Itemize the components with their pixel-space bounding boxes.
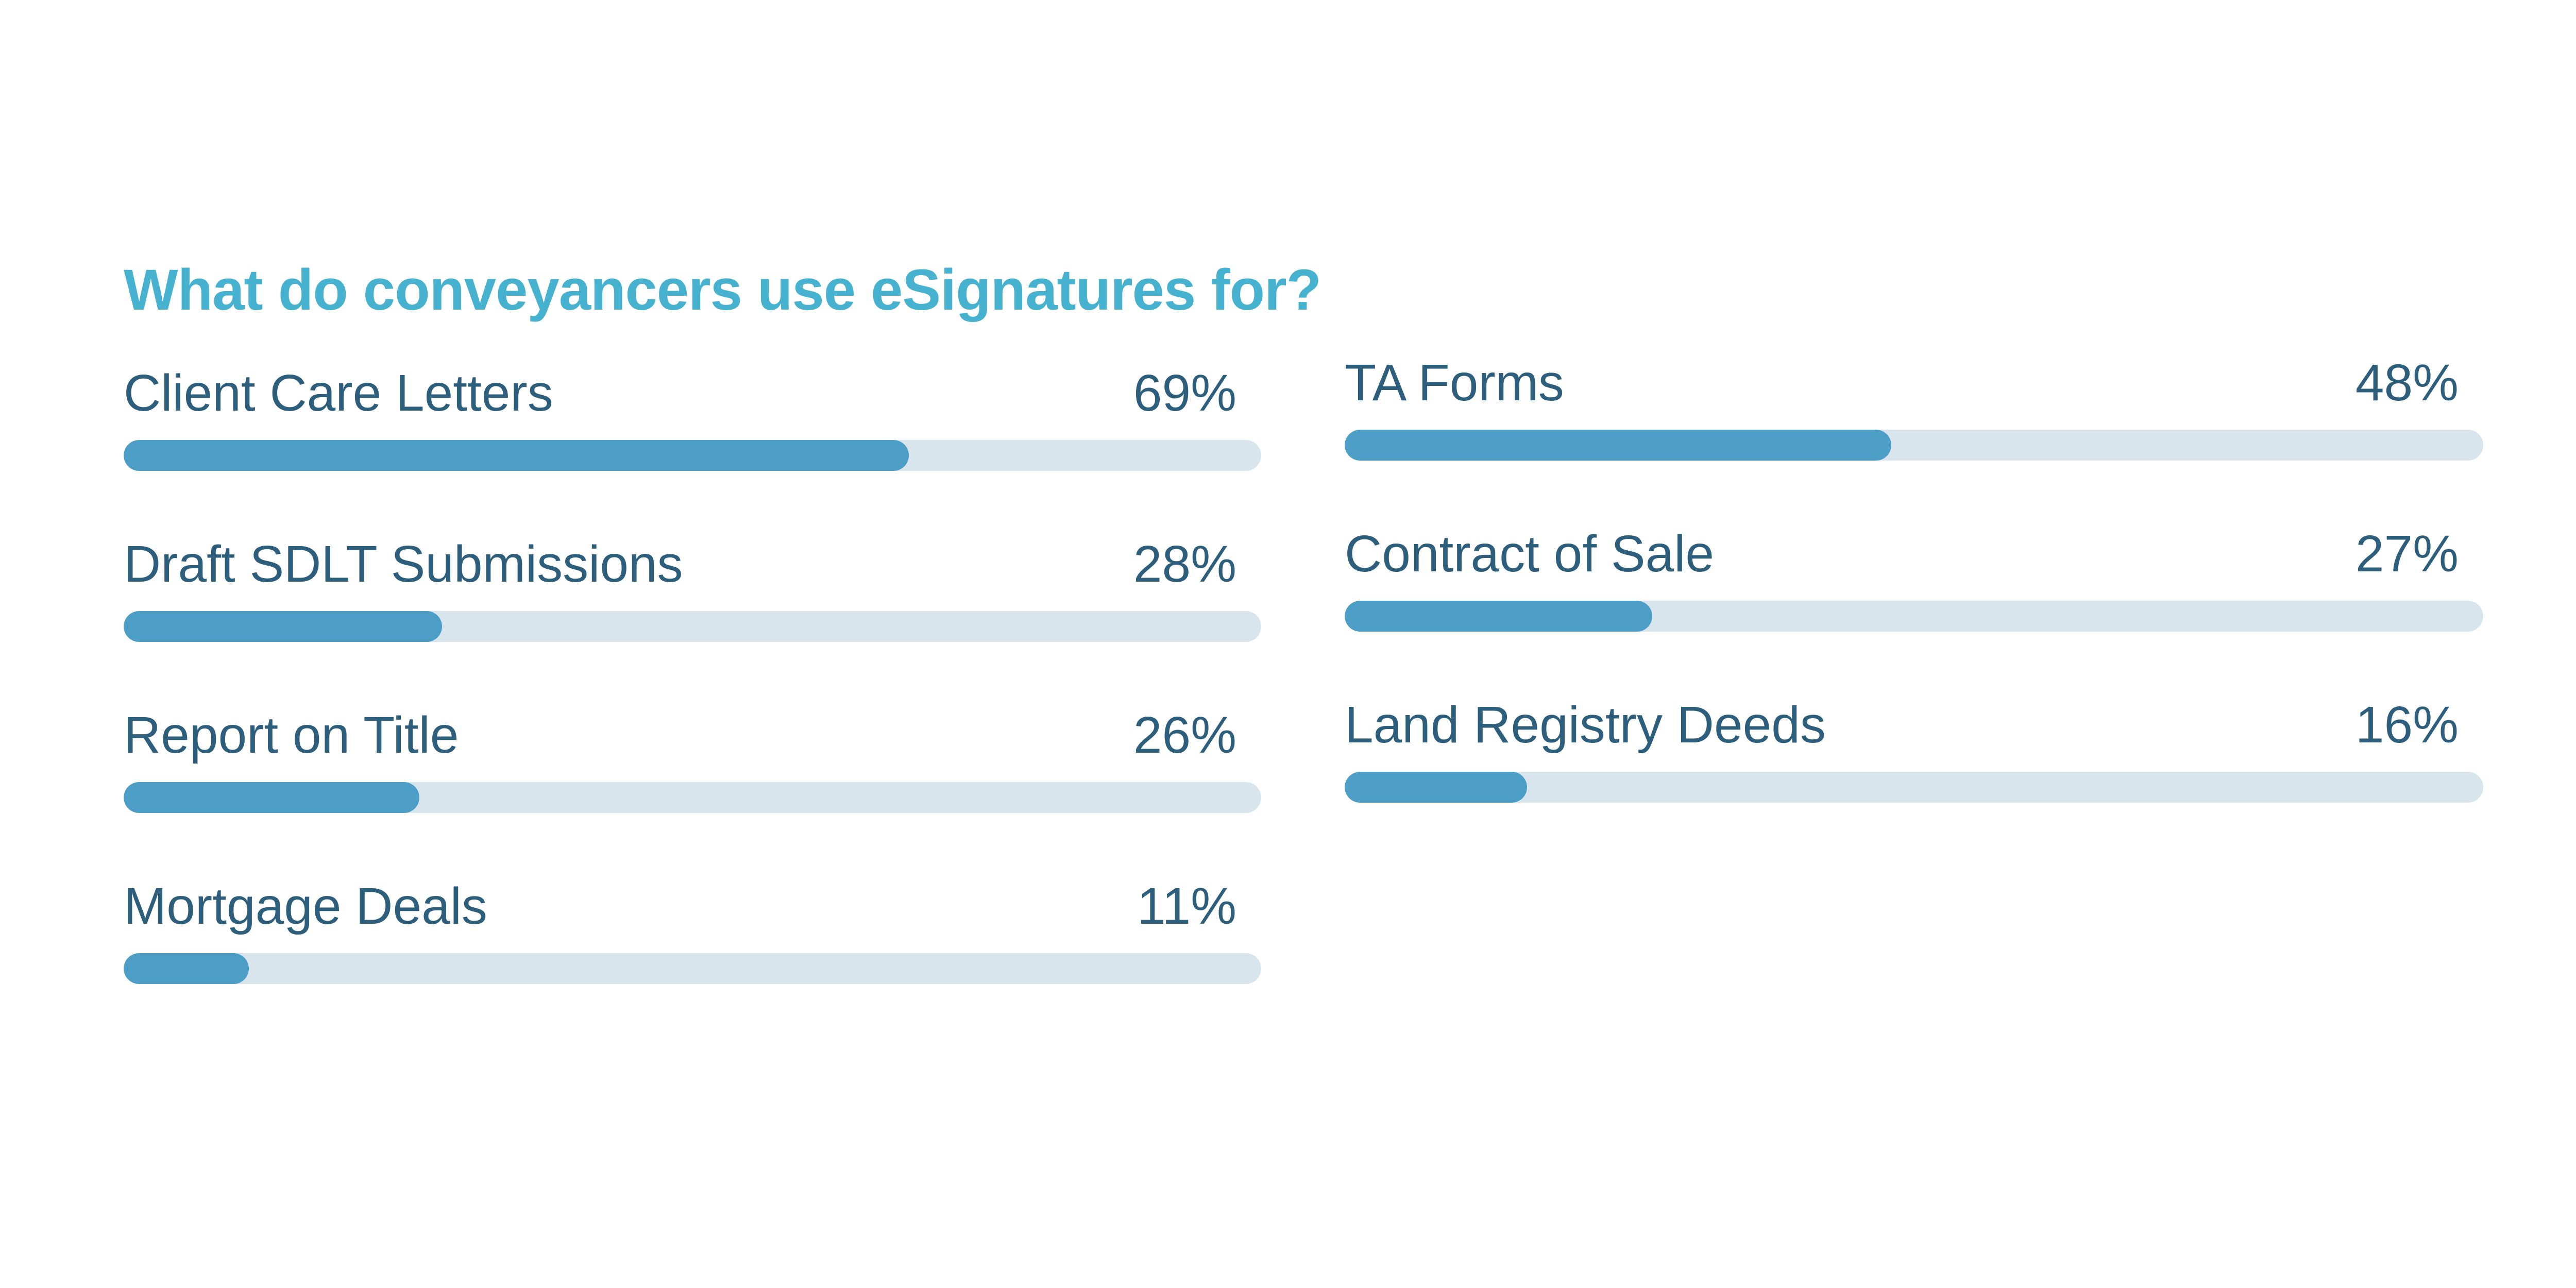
bar-track — [124, 611, 1261, 642]
bar-row: Contract of Sale 27% — [1345, 520, 2483, 632]
bar-label: TA Forms — [1345, 354, 1564, 412]
chart-title: What do conveyancers use eSignatures for… — [124, 258, 1321, 322]
bar-value: 26% — [1133, 706, 1236, 764]
bar-label: Contract of Sale — [1345, 525, 1715, 583]
bar-row: TA Forms 48% — [1345, 349, 2483, 461]
bar-label: Client Care Letters — [124, 364, 553, 422]
bar-value: 11% — [1137, 877, 1236, 935]
bar-row: Client Care Letters 69% — [124, 360, 1261, 471]
bar-value: 16% — [2355, 696, 2459, 754]
bar-track — [124, 953, 1261, 984]
bar-row-header: TA Forms 48% — [1345, 349, 2483, 416]
bar-track — [1345, 430, 2483, 461]
bar-fill — [1345, 430, 1891, 461]
bar-row-header: Land Registry Deeds 16% — [1345, 691, 2483, 758]
bar-label: Land Registry Deeds — [1345, 696, 1826, 754]
bar-column-left: Client Care Letters 69% Draft SDLT Submiss… — [124, 360, 1261, 1044]
bar-row: Draft SDLT Submissions 28% — [124, 531, 1261, 642]
bar-value: 48% — [2355, 354, 2459, 412]
bar-fill — [124, 440, 909, 471]
bar-fill — [124, 611, 443, 642]
bar-row-header: Mortgage Deals 11% — [124, 873, 1261, 940]
bar-row: Mortgage Deals 11% — [124, 873, 1261, 984]
bar-track — [1345, 772, 2483, 803]
bar-fill — [124, 782, 420, 813]
bar-fill — [1345, 601, 1652, 632]
bar-track — [1345, 601, 2483, 632]
bar-row: Report on Title 26% — [124, 702, 1261, 813]
bar-track — [124, 440, 1261, 471]
bar-column-right: TA Forms 48% Contract of Sale 27% Land Regis… — [1345, 349, 2483, 862]
bar-label: Report on Title — [124, 706, 459, 764]
bar-value: 27% — [2355, 525, 2459, 583]
bar-label: Mortgage Deals — [124, 877, 487, 935]
bar-fill — [124, 953, 249, 984]
bar-value: 28% — [1133, 535, 1236, 593]
bar-row-header: Client Care Letters 69% — [124, 360, 1261, 427]
bar-row-header: Report on Title 26% — [124, 702, 1261, 769]
bar-row: Land Registry Deeds 16% — [1345, 691, 2483, 803]
bar-value: 69% — [1133, 364, 1236, 422]
bar-row-header: Draft SDLT Submissions 28% — [124, 531, 1261, 598]
bar-track — [124, 782, 1261, 813]
bar-fill — [1345, 772, 1527, 803]
bar-row-header: Contract of Sale 27% — [1345, 520, 2483, 587]
bar-label: Draft SDLT Submissions — [124, 535, 683, 593]
